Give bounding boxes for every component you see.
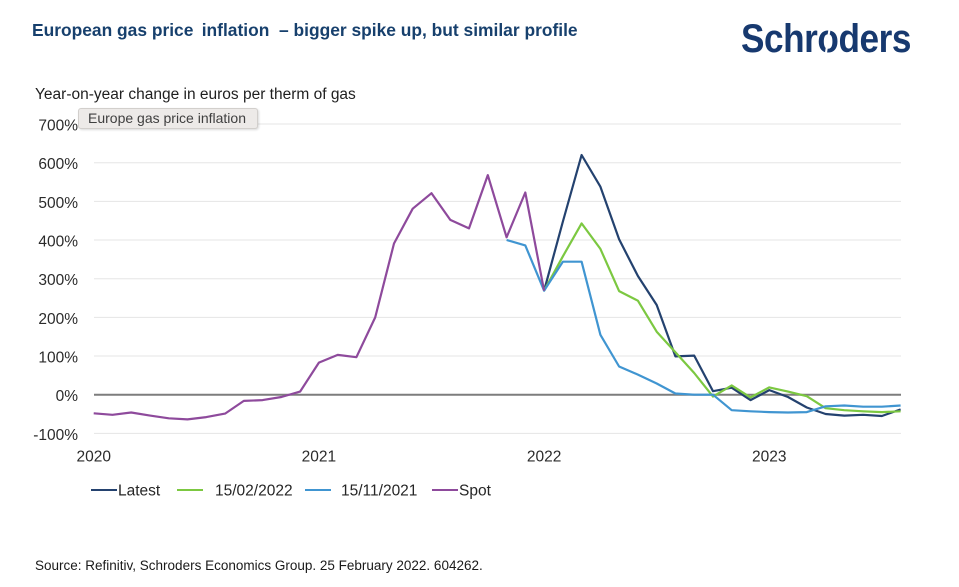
- svg-text:Latest: Latest: [118, 483, 161, 500]
- svg-text:400%: 400%: [38, 234, 78, 251]
- svg-text:200%: 200%: [38, 311, 78, 328]
- svg-text:0%: 0%: [56, 388, 79, 405]
- svg-text:2020: 2020: [76, 449, 111, 466]
- svg-text:2022: 2022: [527, 449, 561, 466]
- svg-text:Spot: Spot: [459, 483, 492, 500]
- svg-text:-100%: -100%: [33, 427, 78, 444]
- svg-text:2021: 2021: [302, 449, 336, 466]
- svg-text:500%: 500%: [38, 195, 78, 212]
- svg-text:600%: 600%: [38, 156, 78, 173]
- svg-text:300%: 300%: [38, 272, 78, 289]
- svg-text:100%: 100%: [38, 350, 78, 367]
- svg-text:2023: 2023: [752, 449, 786, 466]
- svg-text:15/11/2021: 15/11/2021: [341, 483, 417, 500]
- svg-text:15/02/2022: 15/02/2022: [215, 483, 293, 500]
- svg-text:700%: 700%: [38, 118, 78, 135]
